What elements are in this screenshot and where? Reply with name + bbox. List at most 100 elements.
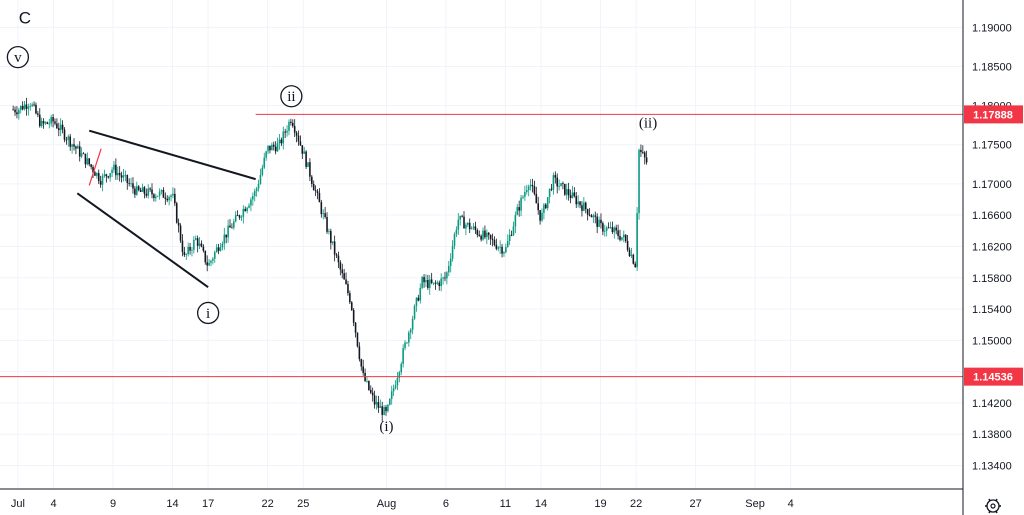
candle xyxy=(331,241,334,246)
candle xyxy=(489,234,492,245)
candle xyxy=(392,384,395,397)
candle xyxy=(166,195,169,203)
candle xyxy=(371,387,374,402)
candle xyxy=(320,199,323,218)
candle xyxy=(223,227,226,250)
candle xyxy=(636,207,638,271)
candle xyxy=(50,114,52,127)
candle xyxy=(402,344,404,368)
y-tick-label: 1.15800 xyxy=(972,273,1012,285)
candle xyxy=(415,297,418,312)
candle xyxy=(291,119,294,128)
candle xyxy=(236,210,239,217)
candle xyxy=(299,135,302,146)
candle xyxy=(430,272,433,285)
candle xyxy=(233,218,235,230)
candle xyxy=(132,177,134,194)
candle xyxy=(495,238,498,251)
candle xyxy=(417,294,420,302)
candle xyxy=(284,128,286,139)
candle xyxy=(465,222,467,236)
candle xyxy=(14,106,16,116)
wave-label[interactable]: v xyxy=(6,45,30,69)
candle xyxy=(558,179,560,191)
candle xyxy=(427,274,429,290)
candle xyxy=(577,195,579,208)
candle xyxy=(404,340,406,351)
wave-label[interactable]: i xyxy=(196,301,220,325)
candle xyxy=(326,212,328,234)
trendline[interactable] xyxy=(76,192,209,288)
wave-label-text: C xyxy=(19,8,31,27)
wave-label[interactable]: ii xyxy=(280,85,303,108)
candle xyxy=(208,259,210,266)
candle xyxy=(632,253,635,265)
candle xyxy=(316,189,319,200)
candle xyxy=(116,166,119,180)
candle xyxy=(57,122,60,137)
candle xyxy=(130,177,132,188)
candle xyxy=(73,138,75,151)
candle xyxy=(198,237,201,250)
candle xyxy=(42,118,45,129)
candle xyxy=(463,211,465,229)
candle xyxy=(99,175,102,188)
x-tick-label: 14 xyxy=(535,498,547,510)
candle xyxy=(52,113,54,128)
x-tick-label: 4 xyxy=(788,498,794,510)
candle xyxy=(120,171,123,183)
candle xyxy=(453,232,456,250)
wave-label[interactable]: (i) xyxy=(379,419,393,435)
candle xyxy=(330,228,332,250)
candle xyxy=(109,172,111,182)
candle xyxy=(86,152,89,166)
candle xyxy=(82,152,85,155)
wave-label[interactable]: (ii) xyxy=(639,116,657,132)
candle xyxy=(194,235,197,241)
x-tick-label: 9 xyxy=(110,498,116,510)
trendline[interactable] xyxy=(88,148,102,186)
candle xyxy=(88,158,91,167)
candle xyxy=(377,395,380,413)
price-tag: 1.17888 xyxy=(964,105,1023,124)
candle xyxy=(153,193,155,202)
candle xyxy=(276,137,279,152)
candle xyxy=(565,183,568,200)
candle xyxy=(396,372,399,391)
candle xyxy=(333,235,336,262)
candle xyxy=(413,304,416,320)
candle xyxy=(408,330,410,347)
candle xyxy=(141,183,144,193)
candle xyxy=(381,401,383,422)
candle xyxy=(588,208,591,217)
wave-label[interactable]: C xyxy=(19,8,31,27)
y-tick-label: 1.14200 xyxy=(972,398,1012,410)
candle xyxy=(54,118,56,126)
candle xyxy=(122,168,125,182)
candle xyxy=(35,102,37,115)
candle xyxy=(535,186,538,204)
candle xyxy=(193,236,195,254)
candle xyxy=(111,167,113,177)
candle xyxy=(322,209,325,220)
candle xyxy=(554,171,557,184)
trendline[interactable] xyxy=(88,129,256,181)
candle xyxy=(379,399,382,408)
candle xyxy=(564,183,566,196)
candle xyxy=(425,274,427,288)
settings-icon[interactable] xyxy=(985,498,1001,514)
candle xyxy=(94,171,96,176)
candle xyxy=(524,185,526,201)
candle xyxy=(499,240,501,255)
candle xyxy=(250,197,252,212)
candle xyxy=(607,222,610,229)
candle xyxy=(501,243,503,258)
x-tick-label: 6 xyxy=(443,498,449,510)
candle xyxy=(571,185,574,199)
candle xyxy=(543,202,545,220)
candle xyxy=(428,274,431,295)
candle xyxy=(362,359,364,376)
candle xyxy=(155,193,157,202)
